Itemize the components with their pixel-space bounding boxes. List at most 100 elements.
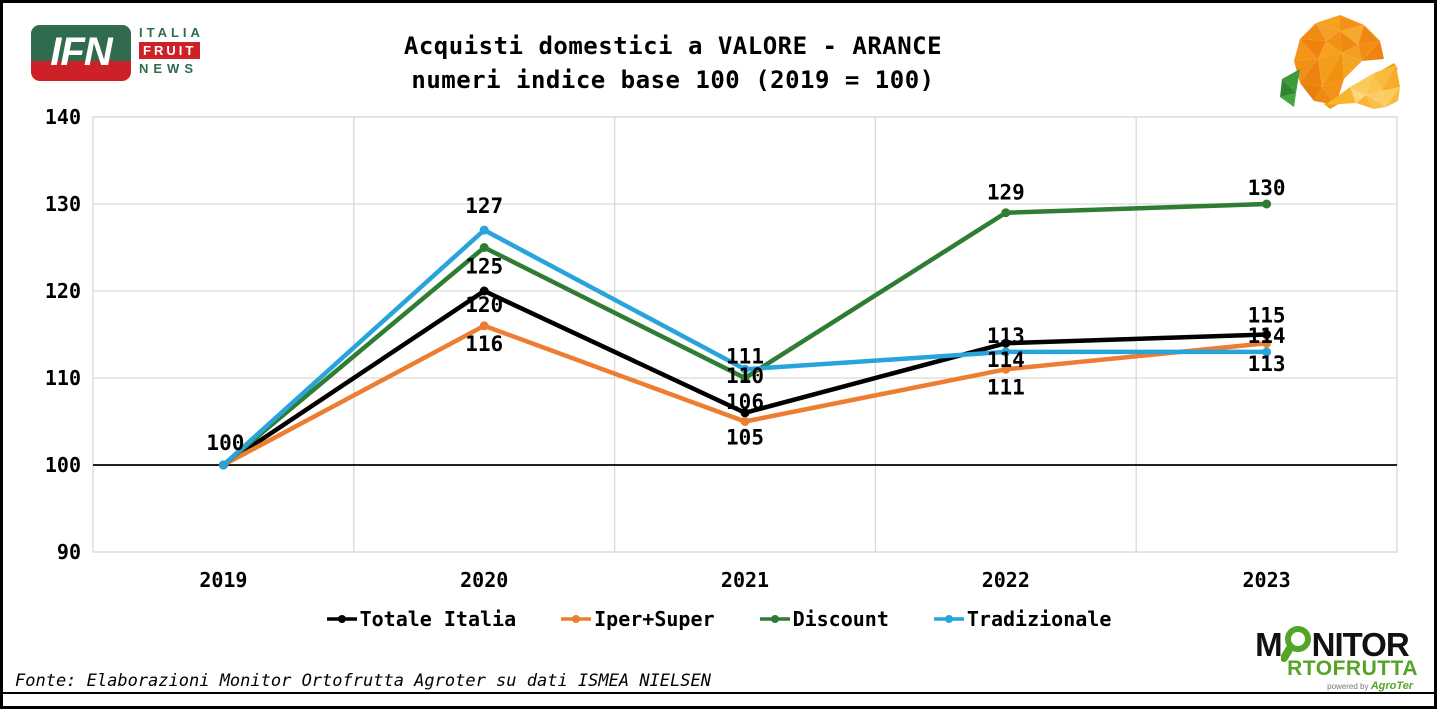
orange-art-facet — [1366, 91, 1386, 107]
data-point — [1001, 208, 1011, 218]
magnifier-icon — [1280, 626, 1311, 662]
orange-art-facet — [1366, 73, 1382, 95]
x-axis-tick: 2020 — [460, 568, 508, 592]
data-point — [479, 286, 489, 296]
data-point — [1262, 199, 1272, 209]
monitor-logo-line1: M NITOR — [1255, 626, 1418, 662]
orange-art-facet — [1326, 87, 1356, 105]
ifn-badge: IFN — [31, 25, 131, 81]
orange-art-facet — [1358, 25, 1380, 45]
data-point — [1001, 338, 1011, 348]
chart-subtitle: numeri indice base 100 (2019 = 100) — [411, 66, 935, 94]
legend-label: Iper+Super — [594, 607, 715, 631]
data-label: 111 — [726, 344, 764, 368]
orange-illustration — [1280, 15, 1400, 109]
data-label: 110 — [726, 364, 764, 388]
data-label: 120 — [465, 293, 503, 317]
data-label: 113 — [1248, 352, 1286, 376]
ifn-badge-green-band — [31, 25, 131, 61]
legend-item-iper-super: Iper+Super — [560, 607, 715, 631]
ifn-logo-side-text: ITALIA FRUIT NEWS — [139, 25, 204, 76]
data-label: 129 — [987, 181, 1025, 205]
data-point — [218, 460, 228, 470]
orange-art-facet — [1358, 41, 1380, 61]
orange-art-facet — [1350, 87, 1366, 103]
y-axis-tick: 130 — [45, 192, 81, 216]
orange-art-facet — [1294, 39, 1318, 61]
orange-art-facet — [1280, 93, 1296, 107]
orange-art-facet — [1322, 53, 1344, 87]
data-label: 115 — [1248, 304, 1286, 328]
data-label: 116 — [465, 332, 503, 356]
orange-art-facet — [1340, 25, 1364, 45]
orange-art-facet — [1382, 87, 1400, 107]
line-chart: 140 130 120 110 100 90 2019 2020 2021 2022 2023 120… — [45, 105, 1398, 592]
y-axis-tick: 110 — [45, 366, 81, 390]
ifn-logo: IFN ITALIA FRUIT NEWS — [31, 25, 204, 81]
orange-art-facet — [1300, 39, 1326, 59]
orange-art-facet — [1300, 59, 1322, 87]
ifn-badge-text: IFN — [50, 29, 112, 74]
x-axis-tick: 2019 — [199, 568, 247, 592]
chart-title: Acquisti domestici a VALORE - ARANCE — [403, 32, 943, 60]
agroter-label: AgroTer — [1370, 680, 1414, 692]
chart-legend: Totale Italia Iper+Super Discount Tradizion… — [3, 607, 1434, 631]
chart-title-block: Acquisti domestici a VALORE - ARANCE num… — [3, 29, 1343, 97]
data-point — [1262, 338, 1272, 348]
data-point — [1001, 347, 1011, 357]
legend-item-totale-italia: Totale Italia — [326, 607, 517, 631]
data-point — [740, 373, 750, 383]
orange-art-facet — [1382, 65, 1400, 91]
legend-label: Totale Italia — [359, 607, 517, 631]
data-point — [1262, 347, 1272, 357]
monitor-logo-line2: RTOFRUTTA — [1287, 657, 1418, 680]
monitor-logo-nitor: NITOR — [1311, 625, 1410, 663]
orange-art-facet — [1342, 53, 1362, 79]
data-label: 114 — [987, 348, 1025, 372]
data-point — [479, 321, 489, 331]
monitor-logo-powered: powered by AgroTer — [1327, 681, 1418, 692]
data-point — [740, 364, 750, 374]
orange-art-facet — [1280, 79, 1296, 97]
y-axis-tick: 120 — [45, 279, 81, 303]
data-label: 100 — [206, 431, 244, 455]
data-label: 127 — [465, 194, 503, 218]
legend-label: Discount — [792, 607, 889, 631]
orange-art-facet — [1316, 15, 1340, 31]
legend-marker-icon — [933, 615, 964, 623]
data-label: 111 — [987, 375, 1025, 399]
orange-art-facet — [1366, 95, 1386, 109]
orange-art-facet — [1342, 45, 1362, 61]
ifn-fruit-label: FRUIT — [139, 42, 201, 59]
footer-divider — [3, 692, 1434, 694]
legend-item-discount: Discount — [759, 607, 889, 631]
legend-item-tradizionale: Tradizionale — [933, 607, 1111, 631]
orange-art-facet — [1340, 31, 1358, 53]
x-axis-tick: 2023 — [1243, 568, 1291, 592]
legend-marker-icon — [326, 615, 357, 623]
data-label: 105 — [726, 426, 764, 450]
orange-art-facet — [1386, 87, 1400, 107]
data-point — [479, 243, 489, 252]
orange-art-facet — [1318, 53, 1342, 87]
orange-art-facet — [1294, 59, 1318, 83]
monitor-logo-m: M — [1255, 625, 1282, 663]
data-label: 114 — [1248, 324, 1286, 348]
orange-art-facet — [1300, 23, 1326, 41]
y-axis-tick: 100 — [45, 453, 81, 477]
data-point — [479, 225, 489, 235]
data-point — [1001, 364, 1011, 374]
orange-art-facet — [1340, 15, 1364, 31]
x-axis-tick: 2022 — [982, 568, 1030, 592]
data-point — [1262, 330, 1272, 339]
orange-art-facet — [1326, 31, 1342, 53]
data-point — [740, 408, 750, 418]
orange-art-facet — [1300, 83, 1322, 101]
y-axis-tick: 140 — [45, 105, 81, 129]
data-label: 106 — [726, 390, 764, 414]
orange-art-facet — [1322, 79, 1344, 105]
x-axis-tick: 2021 — [721, 568, 769, 592]
monitor-ortofrutta-logo: M NITOR RTOFRUTTA powered by AgroTer — [1255, 626, 1418, 692]
legend-marker-icon — [759, 615, 790, 623]
